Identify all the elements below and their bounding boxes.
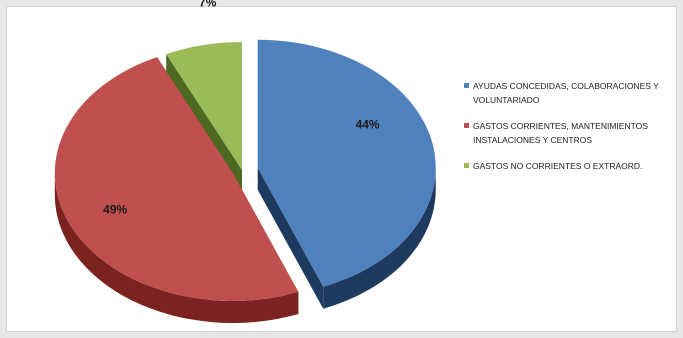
slice-gastos-no-corrientes-top [166,42,242,170]
legend-label: GASTOS CORRIENTES, MANTENIMIENTOS [473,121,648,131]
slice-ayudas-top [257,39,436,287]
legend-swatch [464,123,469,128]
legend-label: VOLUNTARIADO [473,95,540,105]
legend-label: GASTOS NO CORRIENTES O EXTRAORD. [473,161,642,171]
legend: AYUDAS CONCEDIDAS, COLABORACIONES Y VOLUN… [464,81,659,171]
slice-gastos-corrientes [54,57,299,323]
legend-swatch [464,83,469,88]
legend-item-ayudas: AYUDAS CONCEDIDAS, COLABORACIONES Y VOLUN… [464,81,659,105]
slice-gastos-no-corrientes-label: 7% [199,0,217,10]
slice-gastos-no-corrientes-cut-face [166,54,242,193]
slice-gastos-no-corrientes [166,42,242,193]
slice-ayudas [257,39,436,309]
slice-ayudas-side [323,167,436,309]
slice-gastos-corrientes-label: 49% [103,203,127,217]
slice-ayudas-label: 44% [356,117,380,131]
slice-ayudas-cut-face [257,167,324,309]
pie-labels: 44% 49% 7% [103,0,380,217]
legend-label: INSTALACIONES Y CENTROS [473,135,592,145]
legend-item-gastos-corrientes: GASTOS CORRIENTES, MANTENIMIENTOS INSTALA… [464,121,648,145]
pie-slices [54,39,436,323]
legend-label: AYUDAS CONCEDIDAS, COLABORACIONES Y [473,81,659,91]
legend-swatch [464,163,469,168]
slice-gastos-corrientes-side [54,172,299,323]
slice-gastos-corrientes-top [54,57,299,301]
legend-item-gastos-no-corrientes: GASTOS NO CORRIENTES O EXTRAORD. [464,161,642,171]
